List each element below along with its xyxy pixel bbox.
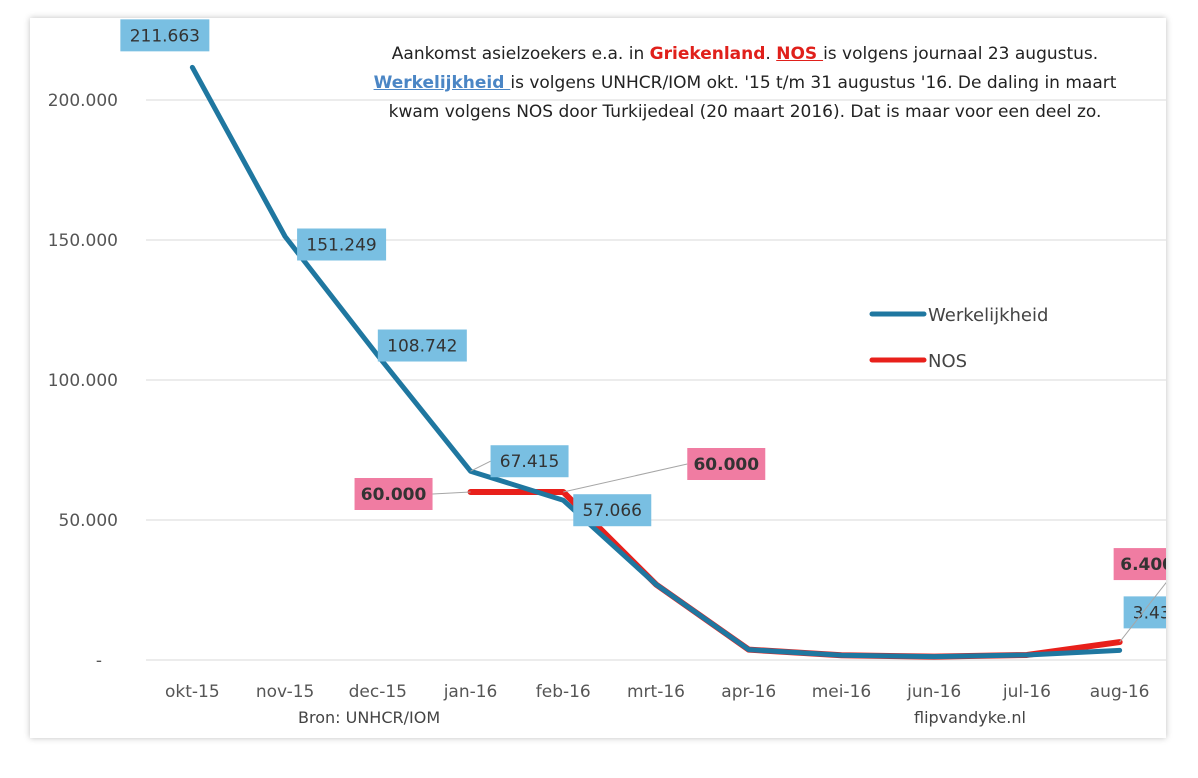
data-label: 211.663 — [130, 26, 200, 46]
x-tick-label: nov-15 — [256, 682, 315, 702]
title-werkelijkheid: Werkelijkheid — [373, 73, 511, 93]
chart-title: Aankomst asielzoekers e.a. in Griekenlan… — [310, 40, 1180, 127]
data-label-box — [1123, 596, 1166, 629]
data-label-box — [1113, 548, 1166, 581]
data-label: 108.742 — [387, 337, 457, 357]
data-label-box — [354, 478, 433, 510]
title-text: Aankomst asielzoekers e.a. in — [391, 44, 650, 64]
title-text: is volgens UNHCR/IOM okt. '15 t/m 31 aug… — [510, 73, 1117, 93]
title-line-1: Aankomst asielzoekers e.a. in Griekenlan… — [310, 40, 1180, 69]
source-note: Bron: UNHCR/IOM — [298, 708, 441, 727]
x-tick-label: aug-16 — [1090, 682, 1150, 702]
series-line-nos — [467, 489, 1123, 660]
data-label-box — [490, 445, 569, 478]
data-label-box — [687, 448, 766, 480]
y-tick-label: 50.000 — [59, 511, 118, 531]
data-label-box — [377, 329, 467, 362]
legend-label: NOS — [928, 351, 967, 372]
x-tick-label: dec-15 — [349, 682, 407, 702]
data-label-leader — [432, 491, 471, 495]
x-tick-label: okt-15 — [165, 682, 220, 702]
title-nos: NOS — [776, 44, 824, 64]
y-tick-label: 100.000 — [48, 371, 118, 391]
site-credit: flipvandyke.nl — [914, 708, 1026, 727]
data-label-box — [120, 19, 210, 52]
y-tick-label: 150.000 — [48, 231, 118, 251]
data-label-box — [297, 228, 387, 261]
series-line-werkelijkheid — [189, 64, 1123, 660]
title-text: . — [765, 44, 777, 64]
title-line-2: Werkelijkheid is volgens UNHCR/IOM okt. … — [310, 69, 1180, 98]
data-label: 6.400 — [1120, 555, 1166, 575]
x-tick-label: apr-16 — [721, 682, 776, 702]
data-label-box — [573, 494, 652, 527]
y-tick-label: 200.000 — [48, 91, 118, 111]
x-tick-label: mei-16 — [812, 682, 872, 702]
data-label-leader — [563, 463, 688, 493]
data-label-leader — [470, 460, 491, 472]
x-tick-label: jun-16 — [906, 682, 961, 702]
data-label: 67.415 — [500, 452, 559, 472]
legend-label: Werkelijkheid — [928, 305, 1048, 326]
x-tick-label: mrt-16 — [627, 682, 685, 702]
title-line-3: kwam volgens NOS door Turkijedeal (20 ma… — [310, 98, 1180, 127]
data-label: 60.000 — [361, 485, 427, 505]
x-tick-label: jan-16 — [443, 682, 498, 702]
chart-frame: - 50.000 100.000 150.000 200.000 okt-15 nov-15… — [30, 18, 1166, 738]
data-label: 60.000 — [693, 455, 759, 475]
data-label: 151.249 — [306, 236, 376, 256]
y-tick-label: - — [96, 651, 102, 671]
data-label: 57.066 — [583, 501, 642, 521]
x-tick-label: feb-16 — [536, 682, 591, 702]
title-country: Griekenland — [649, 44, 766, 64]
x-tick-label: jul-16 — [1002, 682, 1051, 702]
data-label-leader — [1119, 581, 1166, 643]
title-text: kwam volgens NOS door Turkijedeal (20 ma… — [388, 102, 1102, 122]
title-text: is volgens journaal 23 augustus. — [823, 44, 1099, 64]
data-label: 3.437 — [1133, 603, 1166, 623]
line-chart: - 50.000 100.000 150.000 200.000 okt-15 nov-15… — [48, 19, 1166, 702]
